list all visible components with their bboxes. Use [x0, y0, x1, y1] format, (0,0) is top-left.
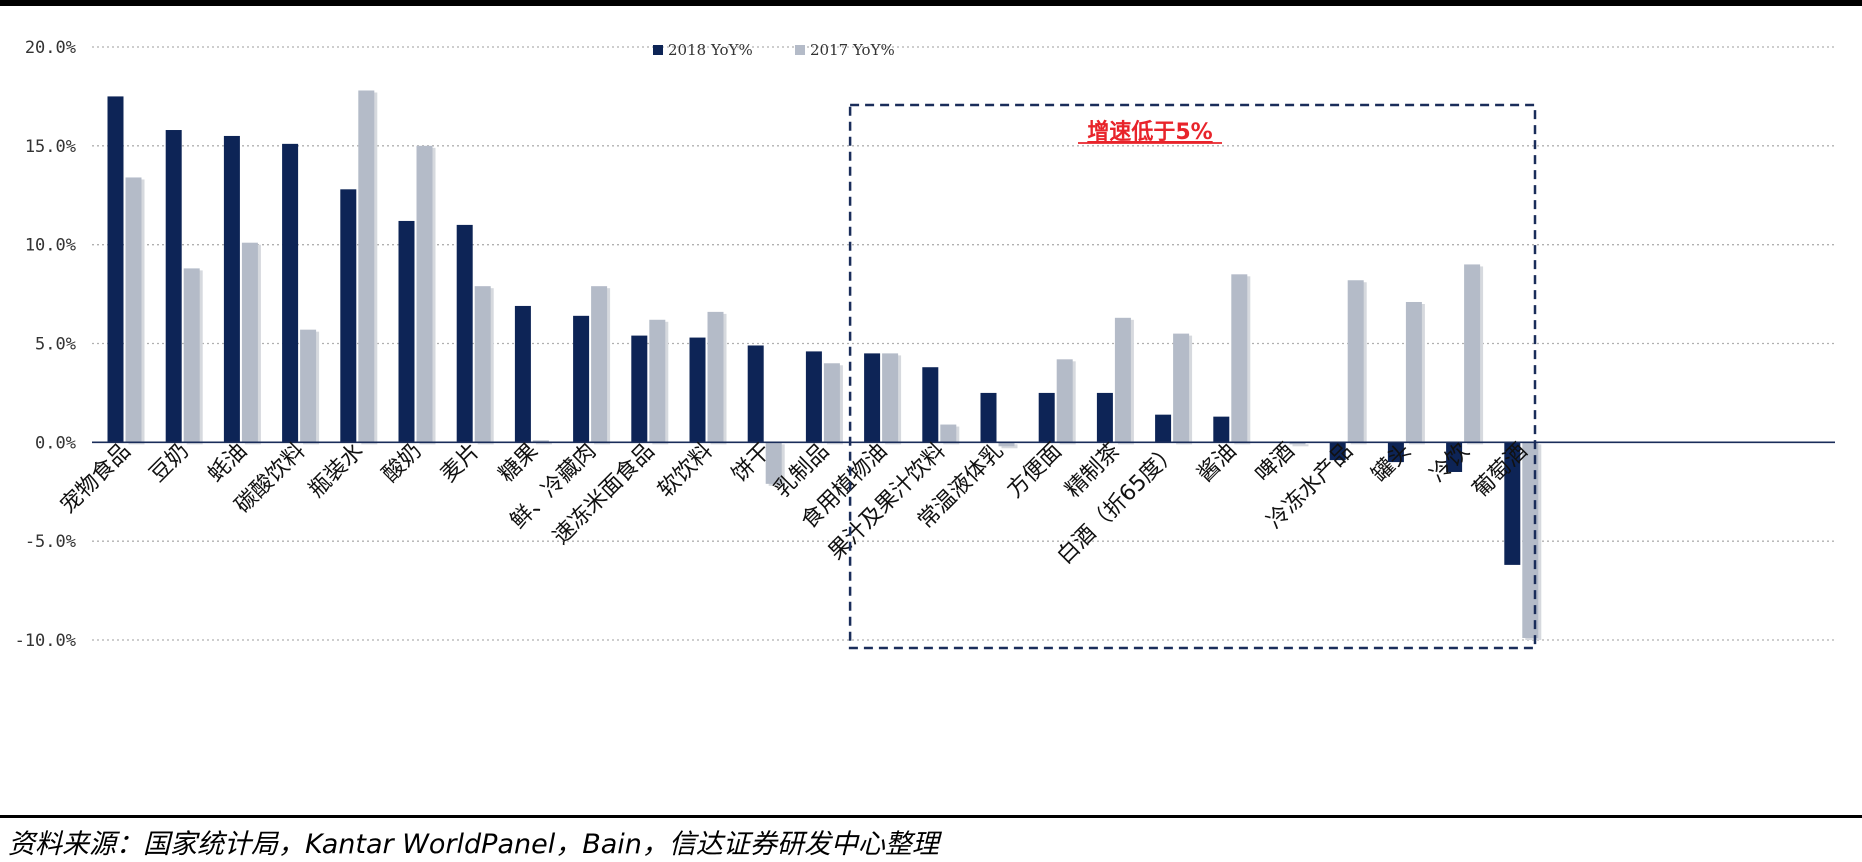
bar-2018 [340, 189, 357, 443]
bar-2018 [573, 315, 590, 443]
x-tick-label: 酸奶 [378, 439, 427, 488]
bar-2017 [532, 440, 549, 443]
x-tick-label: 软饮料 [653, 439, 717, 503]
bottom-rule [0, 815, 1862, 818]
bar-2017 [940, 424, 957, 443]
bar-2018 [1387, 442, 1404, 463]
bar-2017 [765, 442, 782, 484]
x-tick-label: 罐头 [1367, 439, 1416, 488]
bar-2018 [1504, 442, 1521, 565]
bar-2017 [125, 177, 142, 443]
legend-swatch-2018 [653, 45, 663, 55]
bar-2018 [747, 345, 764, 443]
bar-2018 [1038, 392, 1055, 443]
bar-2018 [1155, 414, 1172, 443]
bar-2017 [300, 329, 317, 443]
bar-2018 [631, 335, 648, 443]
bar-2018 [805, 351, 822, 443]
legend-label-2018: 2018 YoY% [668, 41, 753, 59]
x-tick-label: 麦片 [436, 439, 485, 488]
y-tick-label: 5.0% [35, 335, 76, 355]
bar-2018 [980, 392, 997, 443]
bar-2018 [282, 143, 299, 443]
bar-2017 [882, 353, 899, 443]
bar-2017 [416, 145, 433, 443]
x-tick-label: 速冻米面食品 [549, 439, 660, 550]
bar-2018 [107, 96, 124, 443]
x-tick-label: 豆奶 [145, 439, 194, 488]
bar-2017 [998, 442, 1015, 447]
bar-2018 [1096, 392, 1113, 443]
bar-2017 [591, 286, 608, 443]
bar-2017 [1114, 317, 1131, 443]
bar-2018 [223, 135, 240, 443]
x-tick-label: 酱油 [1193, 439, 1242, 488]
x-tick-label: 蚝油 [203, 439, 252, 488]
bar-2018 [689, 337, 706, 443]
y-tick-label: -10.0% [15, 631, 76, 651]
y-tick-label: -5.0% [25, 532, 76, 552]
legend-label-2017: 2017 YoY% [810, 41, 895, 59]
bar-2017 [1405, 301, 1422, 443]
bar-chart: 20.0%15.0%10.0%5.0%0.0%-5.0%-10.0%宠物食品 豆奶… [15, 38, 1835, 651]
bar-2017 [183, 268, 200, 443]
x-tick-label: 瓶装水 [304, 439, 368, 503]
bar-2018 [1329, 442, 1346, 461]
bar-2018 [398, 220, 415, 443]
bar-2018 [922, 367, 939, 443]
top-rule [0, 0, 1862, 6]
y-tick-label: 15.0% [25, 137, 76, 157]
bar-2017 [823, 363, 840, 443]
bar-2017 [241, 242, 258, 443]
bar-2018 [864, 353, 881, 443]
bar-2017 [474, 286, 491, 443]
legend-swatch-2017 [795, 45, 805, 55]
bar-2017-shadow [535, 442, 552, 445]
x-tick-label: 糖果 [494, 439, 543, 488]
bar-2017 [649, 319, 666, 443]
bar-2017 [1231, 274, 1248, 443]
bar-2017 [358, 90, 375, 443]
x-tick-label: 啤酒 [1251, 439, 1300, 488]
source-note: 资料来源：国家统计局，Kantar WorldPanel，Bain，信达证券研发… [8, 829, 939, 860]
annotation-label: 增速低于5% [1087, 119, 1212, 145]
bar-2017 [1173, 333, 1190, 443]
bar-2017 [1289, 442, 1306, 445]
bar-2018 [514, 305, 531, 443]
bar-2017-shadow [1292, 444, 1309, 447]
x-tick-label: 冷饮 [1426, 439, 1475, 488]
bar-2017-shadow [1001, 444, 1018, 449]
y-tick-label: 10.0% [25, 236, 76, 256]
bar-2017 [1464, 264, 1481, 443]
bar-2017 [1056, 359, 1073, 443]
bar-2017 [1347, 280, 1364, 443]
highlight-box [848, 103, 1537, 650]
y-tick-label: 0.0% [35, 433, 76, 453]
bar-2018 [1446, 442, 1463, 472]
y-tick-label: 20.0% [25, 38, 76, 58]
bar-2018 [456, 224, 473, 443]
bar-2018 [165, 130, 182, 443]
bar-2017 [707, 311, 724, 443]
bar-2018 [1213, 416, 1230, 443]
